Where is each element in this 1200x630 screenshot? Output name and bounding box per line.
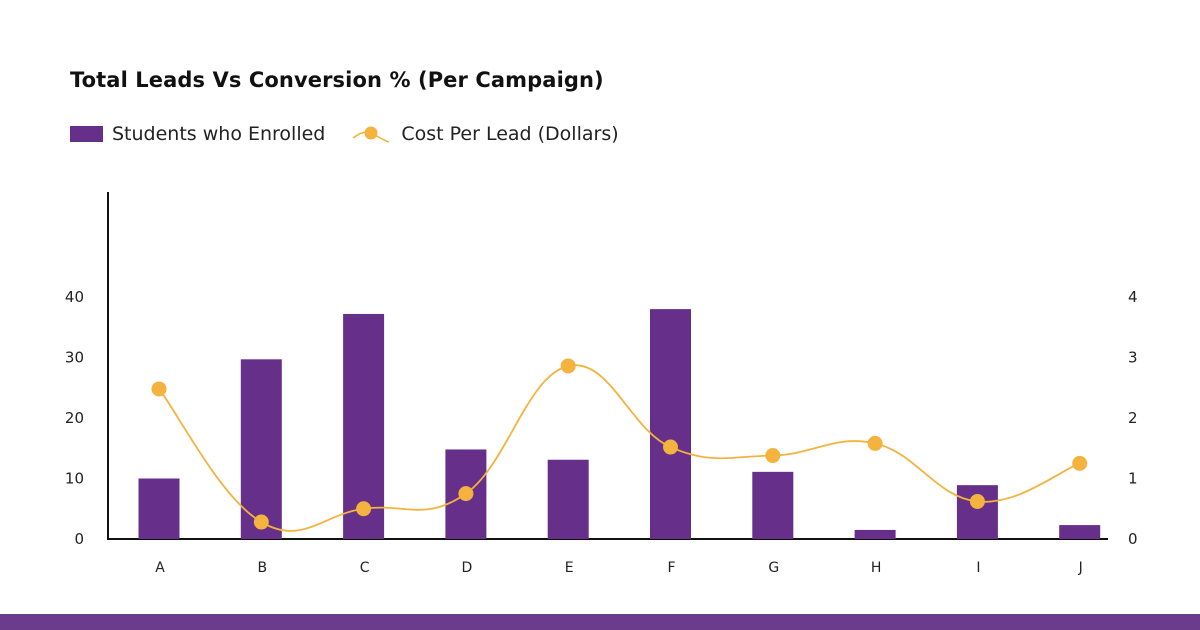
bar-H	[854, 529, 896, 539]
combo-chart: 0 10 20 30 40 0 1 2 3 4 A B C D E F G H I J	[65, 192, 1138, 576]
point-J	[1072, 455, 1088, 471]
legend-label-bars: Students who Enrolled	[112, 123, 326, 145]
y-left-tick-label: 0	[74, 530, 84, 548]
bar-series	[138, 309, 1101, 539]
x-category-label: J	[1078, 560, 1083, 576]
point-C	[356, 501, 372, 517]
x-category-label: G	[768, 560, 779, 576]
line-series	[151, 358, 1088, 532]
x-category-label: A	[155, 560, 165, 576]
x-category-label: F	[667, 560, 675, 576]
bar-B	[240, 359, 282, 539]
y-left-tick-label: 40	[65, 288, 84, 306]
x-category-label: I	[976, 560, 980, 576]
x-category-label: E	[565, 560, 574, 576]
bar-A	[138, 478, 180, 539]
point-A	[151, 381, 167, 397]
x-category-label: C	[360, 560, 370, 576]
y-left-tick-label: 20	[65, 409, 84, 427]
bar-E	[547, 459, 589, 539]
point-F	[663, 439, 678, 455]
chart-legend: Students who Enrolled Cost Per Lead (Dol…	[70, 120, 645, 148]
cost-per-lead-line	[158, 364, 1081, 532]
y-right-tick-label: 2	[1128, 409, 1138, 427]
point-H	[867, 435, 883, 451]
y-left-tick-label: 30	[65, 349, 84, 367]
y-right-tick-label: 4	[1128, 288, 1138, 306]
x-category-label: B	[257, 560, 267, 576]
bar-F	[650, 309, 691, 539]
legend-item-bars[interactable]: Students who Enrolled	[70, 123, 325, 145]
point-I	[969, 493, 985, 509]
point-D	[458, 486, 474, 502]
y-right-tick-label: 3	[1128, 349, 1138, 367]
y-right-tick-label: 0	[1128, 530, 1138, 548]
footer-bar	[0, 614, 1200, 630]
y-right-tick-label: 1	[1128, 470, 1138, 488]
bar-J	[1059, 525, 1101, 539]
legend-line-swatch	[352, 126, 390, 143]
bar-I	[956, 485, 998, 539]
legend-bar-swatch	[70, 126, 103, 142]
point-G	[765, 448, 781, 464]
point-E	[560, 358, 576, 374]
legend-item-line[interactable]: Cost Per Lead (Dollars)	[351, 123, 619, 145]
bar-G	[752, 471, 794, 539]
y-left-tick-label: 10	[65, 470, 84, 488]
axis-labels: 0 10 20 30 40 0 1 2 3 4 A B C D E F G H I J	[65, 288, 1138, 576]
point-B	[253, 514, 269, 530]
chart-title: Total Leads Vs Conversion % (Per Campaig…	[70, 68, 604, 92]
x-category-label: D	[462, 560, 473, 576]
x-category-label: H	[871, 560, 882, 576]
legend-label-line: Cost Per Lead (Dollars)	[401, 123, 619, 145]
